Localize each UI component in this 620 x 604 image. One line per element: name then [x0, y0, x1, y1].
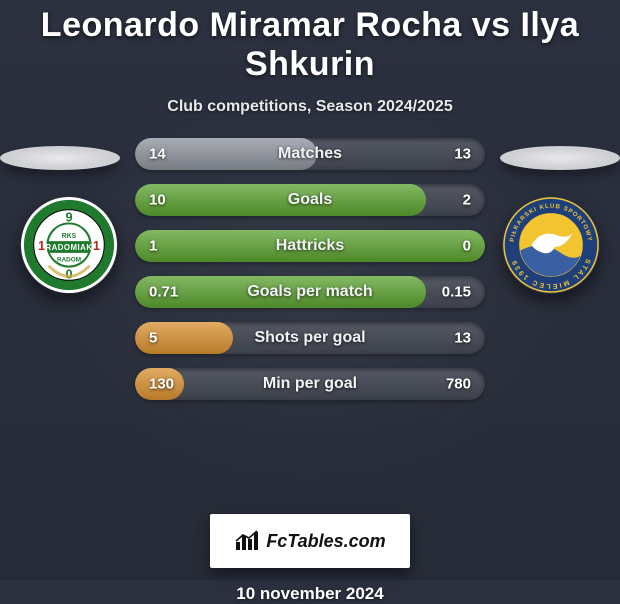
svg-text:1: 1 [93, 238, 100, 253]
date-line: 10 november 2024 [0, 584, 620, 604]
stat-row-min-per-goal: 130 Min per goal 780 [135, 368, 485, 400]
stat-row-goals: 10 Goals 2 [135, 184, 485, 216]
svg-text:RADOM: RADOM [57, 257, 81, 264]
stat-right-value: 0 [463, 238, 471, 255]
stat-row-hattricks: 1 Hattricks 0 [135, 230, 485, 262]
subtitle: Club competitions, Season 2024/2025 [0, 98, 620, 116]
page-title: Leonardo Miramar Rocha vs Ilya Shkurin [0, 0, 620, 84]
svg-text:1: 1 [38, 238, 45, 253]
brand-chart-icon [234, 530, 260, 552]
player-left-platform [0, 146, 120, 170]
svg-text:9: 9 [65, 209, 72, 224]
svg-text:0: 0 [65, 266, 72, 281]
stat-right-value: 0.15 [442, 284, 471, 301]
stat-label: Hattricks [135, 237, 485, 255]
brand-text: FcTables.com [266, 531, 385, 552]
stat-label: Goals [135, 191, 485, 209]
club-badge-left: 9 1 1 0 RKS RADOMIAK RADOM [20, 196, 118, 294]
player-right-platform [500, 146, 620, 170]
stat-label: Matches [135, 145, 485, 163]
comparison-stage: 9 1 1 0 RKS RADOMIAK RADOM [0, 138, 620, 498]
stat-label: Shots per goal [135, 329, 485, 347]
stat-right-value: 13 [454, 146, 471, 163]
stat-row-goals-per-match: 0.71 Goals per match 0.15 [135, 276, 485, 308]
stat-row-matches: 14 Matches 13 [135, 138, 485, 170]
stat-right-value: 2 [463, 192, 471, 209]
svg-text:RADOMIAK: RADOMIAK [46, 243, 93, 252]
stat-right-value: 13 [454, 330, 471, 347]
stat-bars: 14 Matches 13 10 Goals 2 1 Hattricks 0 0… [135, 138, 485, 400]
stat-label: Goals per match [135, 283, 485, 301]
club-badge-right: PIŁKARSKI KLUB SPORTOWY STAL MIELEC 1939 [502, 196, 600, 294]
stat-row-shots-per-goal: 5 Shots per goal 13 [135, 322, 485, 354]
stat-label: Min per goal [135, 375, 485, 393]
svg-text:RKS: RKS [62, 233, 77, 240]
stat-right-value: 780 [446, 376, 471, 393]
brand-box: FcTables.com [210, 514, 410, 568]
